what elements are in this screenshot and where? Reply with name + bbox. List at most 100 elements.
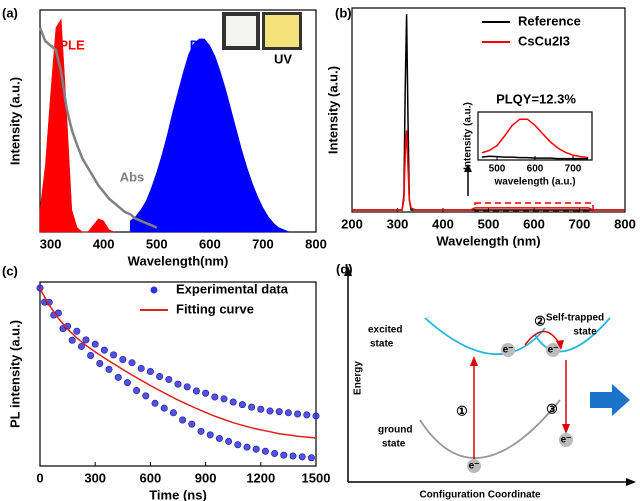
x-tick-label: 300 <box>40 236 62 251</box>
data-point <box>100 346 108 354</box>
data-point <box>248 403 256 411</box>
state-label: Self-trapped <box>546 313 604 324</box>
x-tick-label: 200 <box>341 216 363 231</box>
x-tick-label: 700 <box>252 236 274 251</box>
electron <box>559 433 573 447</box>
annotation: UV <box>274 51 292 66</box>
legend-label: Fitting curve <box>176 301 254 316</box>
axis-head <box>344 266 352 276</box>
data-point <box>188 420 196 428</box>
legend-marker <box>150 286 158 294</box>
electron-label: e⁻ <box>469 461 480 472</box>
state-label: ground <box>378 425 412 436</box>
x-tick-label: 300 <box>84 470 106 485</box>
data-point <box>261 447 269 455</box>
x-tick-label: 700 <box>569 216 591 231</box>
data-point <box>252 445 260 453</box>
axis-head <box>626 478 636 486</box>
data-point <box>179 416 187 424</box>
plot-frame <box>39 281 317 467</box>
diagram: (d) Energy Configuration Coordinate exci… <box>336 261 636 501</box>
data-point <box>105 365 113 373</box>
line <box>38 27 158 229</box>
x-tick-label: 500 <box>146 236 168 251</box>
data-point <box>96 359 104 367</box>
electron-label: e⁻ <box>503 345 514 356</box>
panel-label: (b) <box>335 5 352 20</box>
data-point <box>142 392 150 400</box>
x-tick-label: 0 <box>36 470 43 485</box>
data-point <box>284 409 292 417</box>
line <box>481 155 589 160</box>
x-tick-label: 800 <box>305 236 327 251</box>
x-tick-label: 600 <box>140 470 162 485</box>
area <box>129 38 290 233</box>
plot-frame <box>477 111 593 161</box>
x-tick-label: 400 <box>432 216 454 231</box>
data-point <box>36 284 44 292</box>
data-point <box>114 373 122 381</box>
electron-label: e⁻ <box>561 435 572 446</box>
data-point <box>151 399 159 407</box>
state-label: state <box>382 439 406 450</box>
data-point <box>87 351 95 359</box>
electron <box>501 343 515 357</box>
x-tick-label: 900 <box>195 470 217 485</box>
data-point <box>174 380 182 388</box>
zoom-arrow-head <box>464 164 472 172</box>
state-label: state <box>370 339 394 350</box>
data-point <box>73 327 81 335</box>
data-point <box>146 368 154 376</box>
data-point <box>202 389 210 397</box>
annotation: PLQY=12.3% <box>496 91 576 106</box>
state-label: excited <box>368 325 402 336</box>
x-tick-label: 600 <box>527 164 544 175</box>
data-point <box>298 453 306 461</box>
electron <box>546 343 560 357</box>
area <box>39 18 115 233</box>
data-point <box>133 386 141 394</box>
data-point <box>266 407 274 415</box>
legend-label: Reference <box>518 13 581 28</box>
x-tick-label: 500 <box>489 164 506 175</box>
data-point <box>312 412 320 420</box>
line <box>352 130 625 211</box>
arrow-head <box>562 424 570 434</box>
data-point <box>82 336 90 344</box>
x-tick-label: 600 <box>199 236 221 251</box>
data-point <box>68 336 76 344</box>
data-point <box>165 375 173 383</box>
data-point <box>119 356 127 364</box>
x-axis-label: Wavelength (nm) <box>436 233 540 248</box>
x-tick-label: 500 <box>478 216 500 231</box>
data-point <box>243 443 251 451</box>
step-label: ② <box>534 313 546 328</box>
data-point <box>123 379 131 387</box>
state-label: state <box>573 327 597 338</box>
step-label: ① <box>456 403 468 418</box>
data-point <box>77 342 85 350</box>
data-point <box>229 398 237 406</box>
plot-frame <box>351 7 626 213</box>
data-point <box>211 393 219 401</box>
x-tick-label: 700 <box>565 164 582 175</box>
data-point <box>303 411 311 419</box>
panel-label: (c) <box>2 263 18 278</box>
legend-label: Experimental data <box>176 281 289 296</box>
x-tick-label: 300 <box>387 216 409 231</box>
x-tick-label: 400 <box>93 236 115 251</box>
ground-curve <box>419 399 561 459</box>
self-trapped-curve <box>534 317 611 353</box>
series-label: PL <box>190 37 207 52</box>
data-point <box>192 387 200 395</box>
data-point <box>206 431 214 439</box>
step-label: ③ <box>546 401 558 416</box>
data-point <box>289 452 297 460</box>
data-point <box>183 383 191 391</box>
line <box>39 288 317 439</box>
axis-label: Configuration Coordinate <box>419 490 541 501</box>
data-point <box>220 395 228 403</box>
block-arrow <box>590 384 630 416</box>
data-point <box>294 410 302 418</box>
data-point <box>91 340 99 348</box>
